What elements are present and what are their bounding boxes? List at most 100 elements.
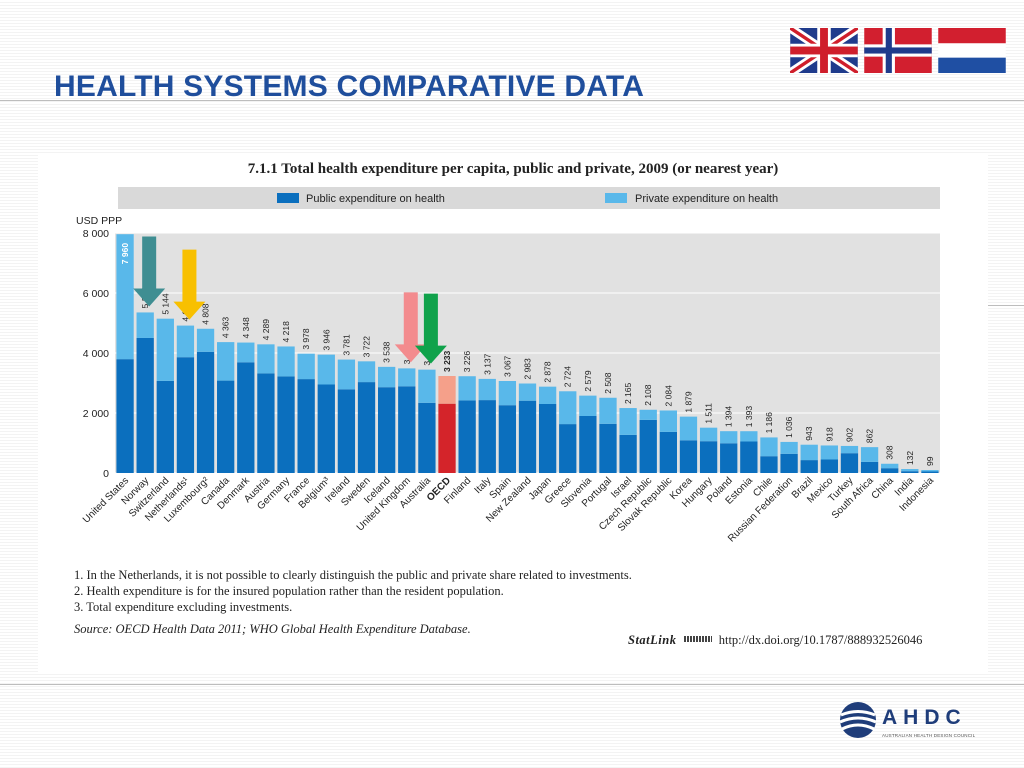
bar-private: [116, 234, 134, 360]
bar-total-label: 7 960: [120, 243, 130, 265]
bar-private: [518, 383, 537, 401]
bar-total-label: 4 348: [241, 317, 251, 339]
globe-logo-icon: [839, 702, 877, 738]
bar-total-label: 1 879: [683, 391, 693, 413]
bar-private: [881, 463, 899, 469]
bar-public: [659, 431, 678, 473]
bar-total-label: 2 084: [663, 385, 673, 407]
bar-private: [478, 378, 496, 401]
bar-private: [357, 361, 376, 383]
bar-total-label: 2 724: [563, 366, 573, 388]
bar-private: [438, 376, 456, 404]
bar-private: [277, 346, 295, 377]
bar-total-label: 2 878: [543, 361, 553, 383]
source-note: Source: OECD Health Data 2011; WHO Globa…: [74, 622, 471, 636]
bar-public: [438, 403, 456, 473]
callout-arrow: [414, 293, 447, 364]
bar-total-label: 2 165: [623, 383, 633, 405]
legend-label-public: Public expenditure on health: [306, 193, 445, 205]
bar-public: [619, 434, 637, 473]
bar-public: [881, 468, 899, 473]
bar-private: [317, 354, 335, 385]
bar-private: [619, 408, 637, 435]
bar-public: [377, 387, 396, 473]
y-tick-label: 4 000: [83, 348, 109, 360]
logo-tagline: AUSTRALIAN HEALTH DESIGN COUNCIL: [882, 733, 976, 738]
bar-public: [176, 357, 195, 473]
bar-private: [699, 427, 718, 442]
y-tick-label: 2 000: [83, 408, 109, 420]
bar-total-label: 5 144: [160, 293, 170, 315]
bar-private: [840, 445, 859, 454]
slide-title: HEALTH SYSTEMS COMPARATIVE DATA: [54, 70, 645, 103]
bar-private: [337, 359, 356, 390]
bar-total-label: 308: [885, 445, 895, 459]
bar-public: [639, 419, 657, 473]
bar-private: [800, 444, 818, 461]
bar-total-label: 1 394: [724, 406, 734, 428]
bar-public: [538, 404, 557, 473]
bar-public: [257, 373, 275, 473]
bar-public: [156, 380, 174, 473]
bar-private: [136, 312, 154, 338]
bar-private: [217, 342, 235, 381]
bar-private: [297, 353, 315, 380]
callout-arrow: [133, 236, 166, 307]
bar-total-label: 2 983: [523, 358, 533, 380]
bar-total-label: 4 363: [221, 317, 231, 339]
statlink-url[interactable]: http://dx.doi.org/10.1787/888932526046: [718, 633, 923, 647]
ahdc-logo: AHDC AUSTRALIAN HEALTH DESIGN COUNCIL: [838, 700, 975, 745]
bar-private: [820, 445, 838, 460]
bar-public: [478, 400, 496, 473]
notes-block: 1. In the Netherlands, it is not possibl…: [74, 567, 632, 637]
bar-total-label: 943: [804, 426, 814, 440]
bar-total-label: 1 511: [704, 403, 714, 424]
bar-public: [317, 384, 335, 473]
note-1: 1. In the Netherlands, it is not possibl…: [74, 568, 632, 582]
logo-text: AHDC: [882, 706, 967, 729]
title-divider-line: [0, 100, 1024, 101]
bar-private: [418, 369, 436, 403]
bar-total-label: 99: [925, 456, 935, 466]
y-axis-label: USD PPP: [76, 215, 122, 227]
bar-private: [498, 380, 517, 406]
bar-public: [860, 461, 879, 473]
callout-arrow: [394, 292, 427, 363]
y-tick-label: 6 000: [83, 288, 109, 300]
bar-public: [237, 362, 255, 473]
bar-public: [277, 376, 295, 473]
bar-total-label: 902: [844, 427, 854, 441]
bar-public: [337, 389, 356, 473]
bar-public: [418, 402, 436, 473]
bar-public: [820, 459, 838, 473]
bar-private: [377, 366, 396, 388]
callout-arrow: [173, 249, 206, 320]
statlink[interactable]: StatLink http://dx.doi.org/10.1787/88893…: [628, 633, 922, 648]
note-2: 2. Health expenditure is for the insured…: [74, 584, 504, 598]
bar-private: [921, 470, 939, 472]
bar-public: [217, 380, 235, 473]
bar-total-label: 3 067: [502, 355, 512, 377]
note-3: 3. Total expenditure excluding investmen…: [74, 600, 293, 614]
bar-public: [780, 453, 798, 473]
netherlands-flag-icon: [938, 28, 1006, 73]
bar-private: [237, 342, 255, 363]
bar-public: [699, 441, 718, 473]
bar-private: [760, 437, 778, 457]
bar-public: [921, 471, 939, 473]
bar-private: [720, 431, 738, 444]
bar-total-label: 4 218: [281, 321, 291, 343]
bar-public: [800, 460, 818, 473]
bar-public: [196, 351, 215, 473]
bar-public: [901, 471, 919, 473]
legend-label-private: Private expenditure on health: [635, 193, 778, 205]
norway-flag-icon: [864, 28, 932, 73]
bar-public: [840, 453, 859, 473]
bar-total-label: 2 508: [603, 372, 613, 394]
bar-total-label: 918: [824, 427, 834, 441]
bar-total-label: 1 036: [784, 416, 794, 438]
bar-private: [659, 410, 678, 432]
bar-public: [740, 441, 758, 473]
chart-panel: 7.1.1 Total health expenditure per capit…: [38, 153, 988, 673]
legend-swatch-public: [277, 193, 299, 203]
